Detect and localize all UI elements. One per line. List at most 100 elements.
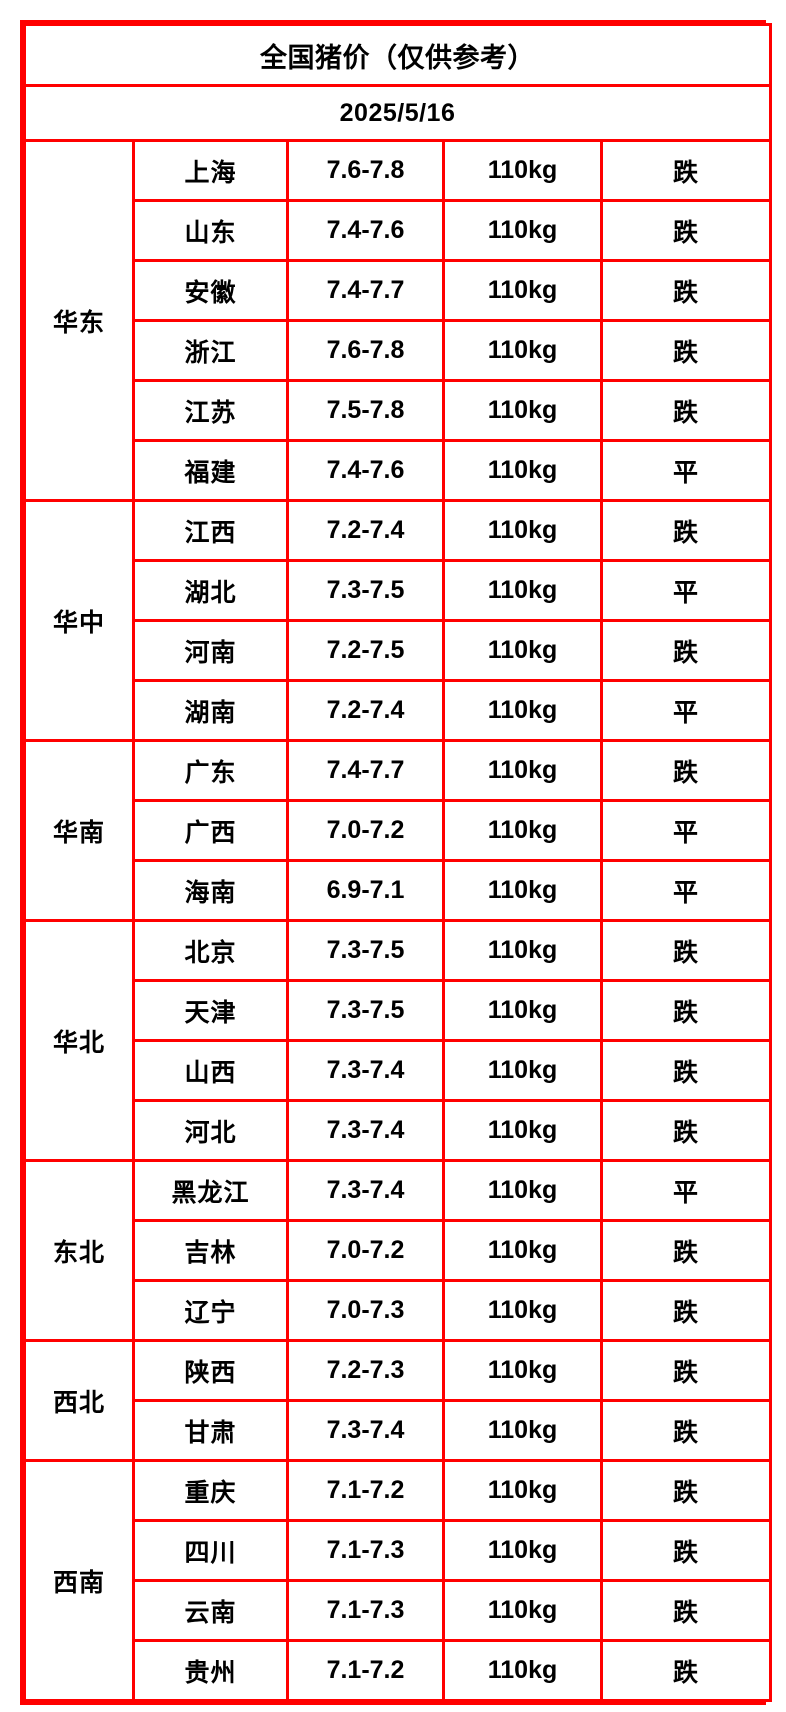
trend-indicator: 跌 [600, 139, 772, 202]
province-name: 黑龙江 [132, 1159, 289, 1222]
table-row: 江苏 7.5-7.8 110kg 跌 [25, 379, 772, 442]
reference-weight: 110kg [442, 559, 603, 622]
price-range: 7.4-7.6 [286, 439, 445, 502]
region-label: 华东 [23, 139, 135, 502]
reference-weight: 110kg [442, 1399, 603, 1462]
province-name: 天津 [132, 979, 289, 1042]
trend-indicator: 平 [600, 679, 772, 742]
reference-weight: 110kg [442, 739, 603, 802]
price-range: 7.1-7.2 [286, 1639, 445, 1702]
province-name: 贵州 [132, 1639, 289, 1702]
reference-weight: 110kg [442, 319, 603, 382]
trend-indicator: 跌 [600, 379, 772, 442]
reference-weight: 110kg [442, 259, 603, 322]
province-name: 福建 [132, 439, 289, 502]
title-row: 全国猪价（仅供参考） [23, 23, 772, 87]
table-row: 河南 7.2-7.5 110kg 跌 [25, 619, 772, 682]
province-name: 山东 [132, 199, 289, 262]
table-row: 西北 陕西 7.2-7.3 110kg 跌 [23, 1339, 772, 1462]
reference-weight: 110kg [442, 1579, 603, 1642]
table-row: 甘肃 7.3-7.4 110kg 跌 [25, 1399, 772, 1462]
trend-indicator: 跌 [600, 1639, 772, 1702]
province-name: 云南 [132, 1579, 289, 1642]
table-row: 云南 7.1-7.3 110kg 跌 [25, 1579, 772, 1642]
province-name: 安徽 [132, 259, 289, 322]
table-row: 华东 上海 7.6-7.8 110kg 跌 [23, 139, 772, 502]
table-row: 西南 重庆 7.1-7.2 110kg 跌 [23, 1459, 772, 1702]
trend-indicator: 跌 [600, 1519, 772, 1582]
price-range: 7.2-7.4 [286, 499, 445, 562]
table-row: 华南 广东 7.4-7.7 110kg 跌 [23, 739, 772, 922]
table-row: 华中 江西 7.2-7.4 110kg 跌 [23, 499, 772, 742]
region-label: 华北 [23, 919, 135, 1162]
price-range: 7.5-7.8 [286, 379, 445, 442]
trend-indicator: 跌 [600, 1219, 772, 1282]
table-row: 河北 7.3-7.4 110kg 跌 [25, 1099, 772, 1162]
trend-indicator: 跌 [600, 259, 772, 322]
trend-indicator: 平 [600, 799, 772, 862]
trend-indicator: 平 [600, 859, 772, 922]
region-label: 华南 [23, 739, 135, 922]
province-name: 重庆 [132, 1459, 289, 1522]
province-name: 江西 [132, 499, 289, 562]
table-row: 湖北 7.3-7.5 110kg 平 [25, 559, 772, 622]
reference-weight: 110kg [442, 1039, 603, 1102]
table-row: 东北 黑龙江 7.3-7.4 110kg 平 [23, 1159, 772, 1342]
trend-indicator: 跌 [600, 739, 772, 802]
price-range: 7.3-7.4 [286, 1399, 445, 1462]
trend-indicator: 跌 [600, 919, 772, 982]
trend-indicator: 平 [600, 439, 772, 502]
table-body: 全国猪价（仅供参考） 2025/5/16 华东 上海 7.6-7.8 110kg 跌山东… [23, 23, 772, 1702]
price-range: 7.3-7.5 [286, 559, 445, 622]
price-range: 7.2-7.5 [286, 619, 445, 682]
province-name: 山西 [132, 1039, 289, 1102]
price-range: 7.3-7.4 [286, 1159, 445, 1222]
trend-indicator: 跌 [600, 1579, 772, 1642]
price-range: 7.1-7.3 [286, 1579, 445, 1642]
table-row: 安徽 7.4-7.7 110kg 跌 [25, 259, 772, 322]
reference-weight: 110kg [442, 439, 603, 502]
province-name: 辽宁 [132, 1279, 289, 1342]
price-range: 7.6-7.8 [286, 139, 445, 202]
trend-indicator: 平 [600, 1159, 772, 1222]
reference-weight: 110kg [442, 379, 603, 442]
price-range: 7.3-7.4 [286, 1099, 445, 1162]
price-range: 7.0-7.2 [286, 1219, 445, 1282]
table-row: 山西 7.3-7.4 110kg 跌 [25, 1039, 772, 1102]
price-range: 7.4-7.7 [286, 739, 445, 802]
price-range: 7.3-7.5 [286, 979, 445, 1042]
national-pig-price-table: 全国猪价（仅供参考） 2025/5/16 华东 上海 7.6-7.8 110kg 跌山东… [23, 23, 772, 1702]
table-row: 四川 7.1-7.3 110kg 跌 [25, 1519, 772, 1582]
reference-weight: 110kg [442, 619, 603, 682]
region-label: 东北 [23, 1159, 135, 1342]
region-label: 西北 [23, 1339, 135, 1462]
page-title: 全国猪价（仅供参考） [23, 23, 772, 87]
price-range: 7.2-7.4 [286, 679, 445, 742]
table-row: 天津 7.3-7.5 110kg 跌 [25, 979, 772, 1042]
date-row: 2025/5/16 [23, 84, 772, 142]
province-name: 江苏 [132, 379, 289, 442]
reference-weight: 110kg [442, 859, 603, 922]
table-row: 贵州 7.1-7.2 110kg 跌 [25, 1639, 772, 1702]
price-range: 7.6-7.8 [286, 319, 445, 382]
price-range: 7.4-7.6 [286, 199, 445, 262]
reference-weight: 110kg [442, 199, 603, 262]
trend-indicator: 跌 [600, 499, 772, 562]
reference-weight: 110kg [442, 679, 603, 742]
table-row: 广西 7.0-7.2 110kg 平 [25, 799, 772, 862]
province-name: 湖南 [132, 679, 289, 742]
province-name: 陕西 [132, 1339, 289, 1402]
price-range: 7.2-7.3 [286, 1339, 445, 1402]
province-name: 广东 [132, 739, 289, 802]
trend-indicator: 平 [600, 559, 772, 622]
province-name: 吉林 [132, 1219, 289, 1282]
province-name: 海南 [132, 859, 289, 922]
reference-weight: 110kg [442, 499, 603, 562]
trend-indicator: 跌 [600, 319, 772, 382]
reference-weight: 110kg [442, 979, 603, 1042]
reference-weight: 110kg [442, 1279, 603, 1342]
price-range: 7.1-7.3 [286, 1519, 445, 1582]
table-row: 山东 7.4-7.6 110kg 跌 [25, 199, 772, 262]
report-date: 2025/5/16 [23, 84, 772, 142]
province-name: 浙江 [132, 319, 289, 382]
